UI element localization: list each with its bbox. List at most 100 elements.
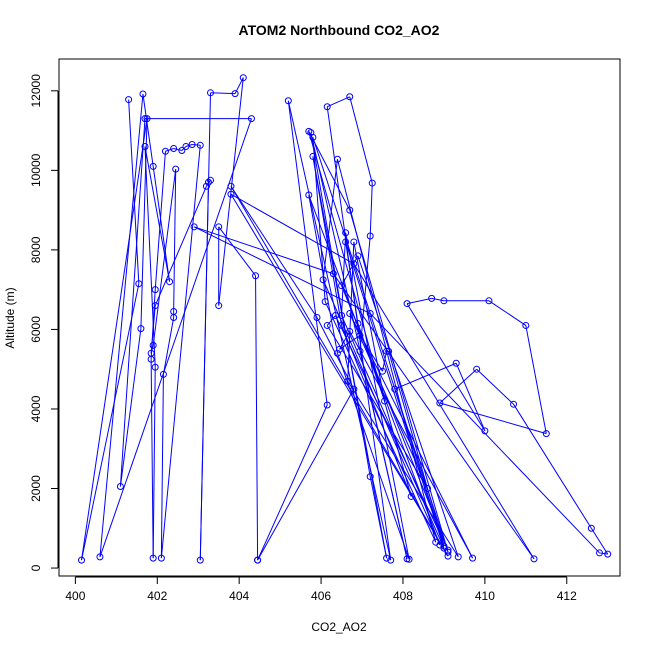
data-point [403,300,411,308]
data-point [444,552,452,560]
data-point [391,385,399,393]
series-segment [218,226,256,277]
data-point [385,347,393,355]
data-point [356,331,364,339]
series-segment [406,297,432,305]
data-point [182,142,190,150]
series-segment [152,367,156,559]
data-point [321,298,329,306]
data-point [407,492,415,500]
series-segment [339,334,361,350]
x-tick-label: 402 [147,589,167,603]
series-segment [99,93,144,557]
series-segment [513,403,592,529]
series-segment [230,185,318,318]
data-point [323,321,331,329]
series-segment [476,368,514,405]
series-segment [150,359,154,559]
data-point [338,282,346,290]
y-tick-label: 8000 [29,236,43,263]
data-point [254,556,262,564]
data-point [440,542,448,550]
data-point [78,556,86,564]
series-segment [326,325,428,489]
data-point [190,223,198,231]
data-point [247,115,255,123]
data-point [428,294,436,302]
series-segment [308,194,338,354]
data-point [309,152,317,160]
series-segment [230,193,355,265]
data-point [383,347,391,355]
series-segment [341,232,347,316]
data-point [188,141,196,149]
series-segment [142,93,154,167]
y-tick-label: 10000 [29,153,43,187]
data-point [215,302,223,310]
series-segment [160,145,201,559]
data-point [96,553,104,561]
y-tick-label: 0 [29,564,43,571]
data-point [207,176,215,184]
series-segment [326,315,336,326]
series-segment [230,186,449,557]
series-segment [193,226,371,314]
data-point [135,280,143,288]
data-point [530,555,538,563]
series-segment [193,226,334,275]
series-segment [349,331,474,559]
data-point [143,115,151,123]
series-segment [144,146,171,282]
data-point [469,554,477,562]
series-segment [525,325,547,434]
data-point [196,556,204,564]
series-segment [388,351,445,547]
series-segment [312,156,388,559]
data-point [383,554,391,562]
data-point [354,252,362,260]
series-segment [150,305,156,354]
data-point [485,297,493,305]
series-segment [287,100,392,561]
data-point [139,90,147,98]
series-segment [257,404,328,561]
data-point [323,401,331,409]
data-point [161,147,169,155]
data-point [284,97,292,105]
series-segment [210,92,236,95]
series-segment [349,209,449,553]
data-point [313,314,321,321]
x-tick-label: 400 [65,589,85,603]
data-point [342,238,350,246]
data-point [215,223,223,231]
data-point [481,427,489,435]
data-point [329,270,337,278]
series-segment [230,193,449,557]
data-point [587,524,595,532]
data-point [239,74,247,82]
data-point [510,400,518,408]
data-point [149,554,157,562]
data-point [323,103,331,111]
data-point [354,319,362,327]
series-segment [199,92,212,561]
series-segment [152,166,171,282]
data-point [336,345,343,353]
data-point [331,312,339,320]
data-point [227,190,235,198]
series-segment [160,374,164,559]
series-segment [173,169,177,312]
chart-title: ATOM2 Northbound CO2_AO2 [239,22,440,38]
y-tick-label: 2000 [29,475,43,502]
series-segment [406,303,486,432]
data-point [522,321,530,329]
x-tick-label: 404 [229,589,249,603]
series-segment [162,317,175,375]
series-segment [165,148,174,152]
data-point [368,179,376,187]
data-point [151,363,159,371]
y-tick-label: 6000 [29,316,43,343]
series-segment [599,552,608,555]
data-point [405,555,413,563]
